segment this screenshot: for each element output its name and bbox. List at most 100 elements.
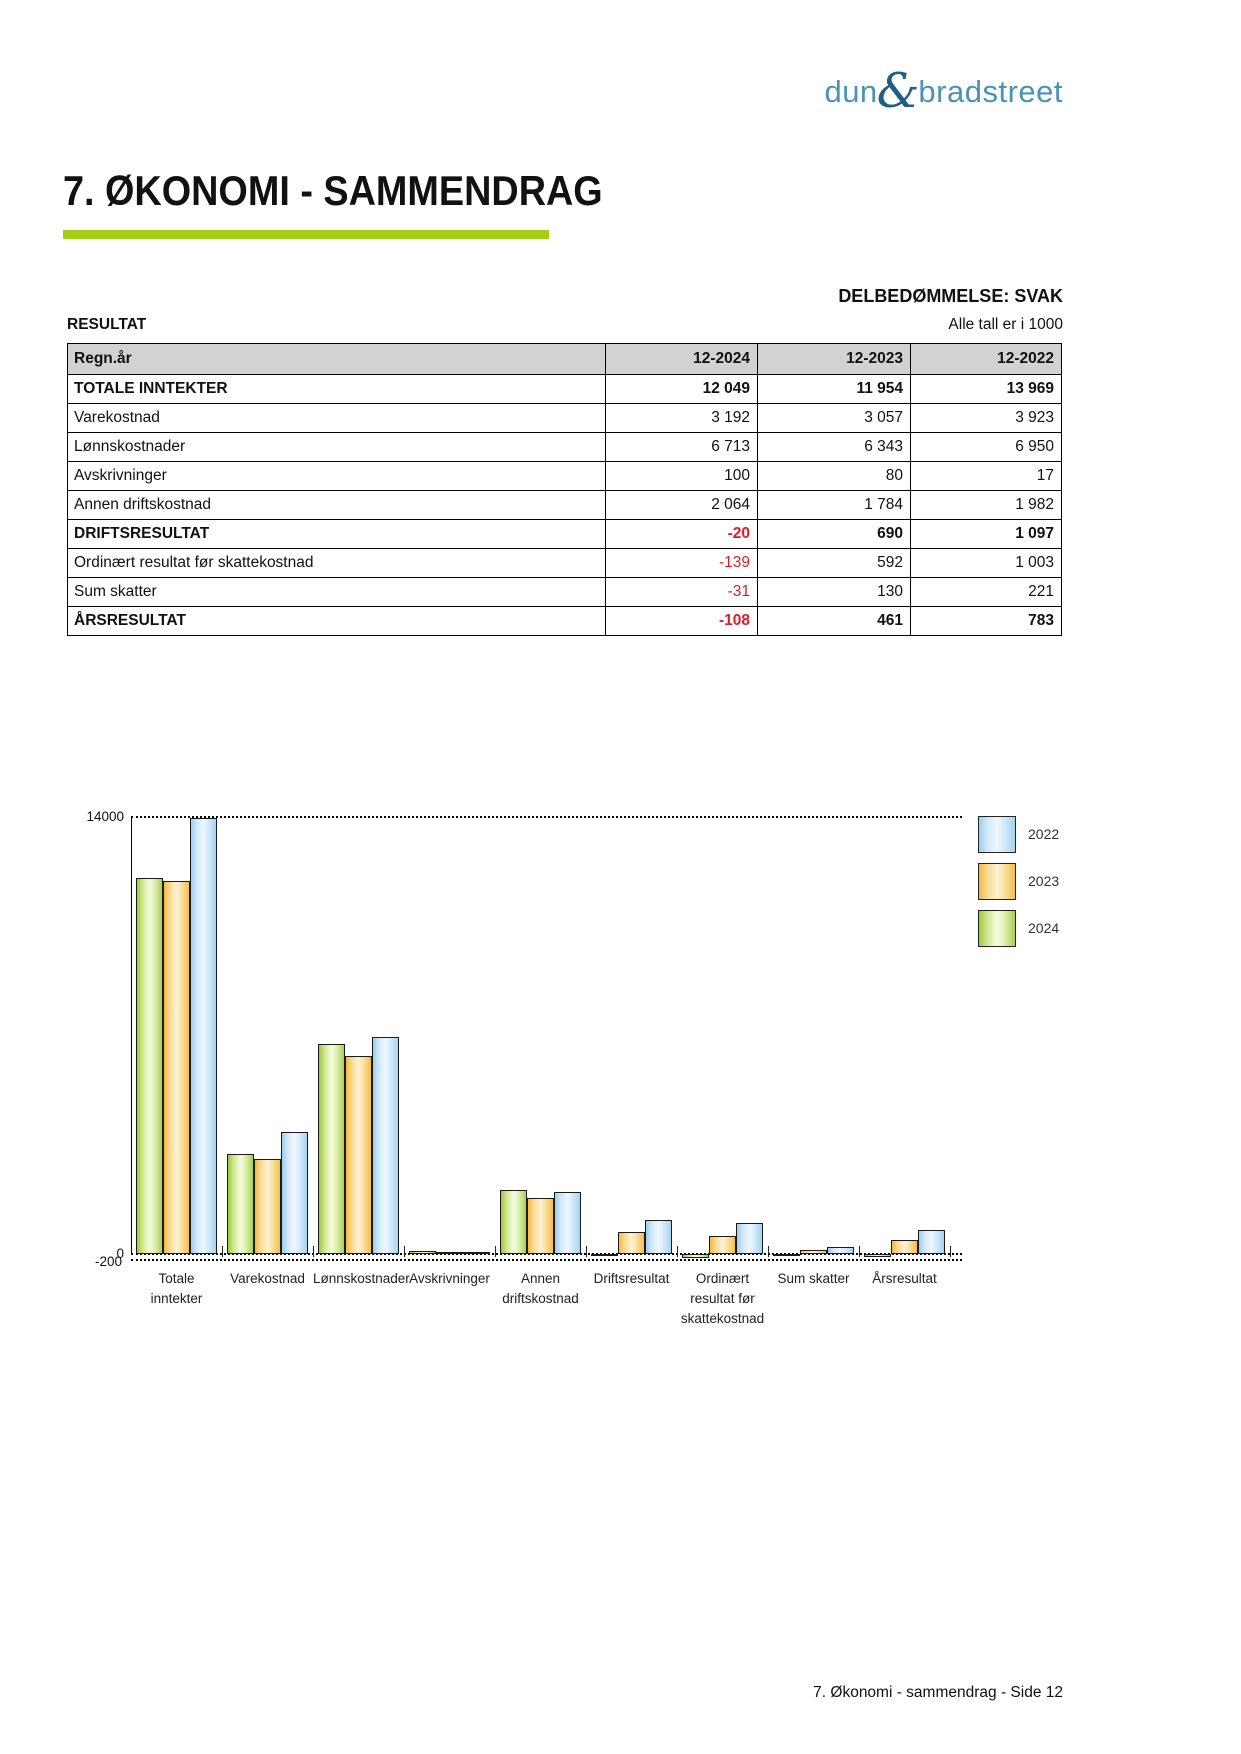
legend-label-2022: 2022 [1028,826,1060,842]
row-label: DRIFTSRESULTAT [67,519,606,549]
y-tick-label--200: -200 [94,1254,122,1269]
row-label: TOTALE INNTEKTER [67,374,606,404]
cell-12-2023: 11 954 [757,374,911,404]
x-category-label-line: skattekostnad [680,1311,765,1326]
bar-2024-driftsresultat [591,1254,618,1256]
cell-12-2024: 6 713 [605,432,758,462]
cell-12-2024: -31 [605,577,758,607]
cell-12-2024: 100 [605,461,758,491]
assessment-label: DELBEDØMMELSE: SVAK [838,286,1063,306]
legend-label-2024: 2024 [1028,920,1060,936]
table-row-sum-skatter: Sum skatter -31 130 221 [67,577,1062,607]
row-label: Ordinært resultat før skattekostnad [67,548,606,578]
cell-12-2022: 783 [910,606,1062,636]
bar-2024-totale-inntekter [136,878,163,1254]
table-row-totale-inntekter: TOTALE INNTEKTER 12 049 11 954 13 969 [67,374,1062,404]
bar-2022-ordinært-resultat-før-skattekostnad [736,1223,763,1254]
bar-2024-avskrivninger [409,1251,436,1254]
legend-swatch-2022 [978,816,1016,853]
bar-2023-varekostnad [254,1159,281,1254]
bar-2024-varekostnad [227,1154,254,1254]
cell-12-2023: 461 [757,606,911,636]
row-label: ÅRSRESULTAT [67,606,606,636]
x-category-label-line: Sum skatter [777,1271,850,1286]
cell-12-2024: -139 [605,548,758,578]
gridline--200 [131,1259,962,1261]
bar-2022-årsresultat [918,1230,945,1254]
x-category-label-annen-driftskostnad: Annen driftskostnad [495,1269,586,1309]
bar-2022-varekostnad [281,1132,308,1254]
x-category-label-line: driftskostnad [502,1291,579,1306]
bar-2024-sum-skatter [773,1254,800,1256]
table-row-varekostnad: Varekostnad 3 192 3 057 3 923 [67,403,1062,433]
cell-12-2023: 80 [757,461,911,491]
bar-2024-annen-driftskostnad [500,1190,527,1254]
x-axis-tick [313,1246,314,1257]
x-category-label-varekostnad: Varekostnad [222,1269,313,1289]
x-axis-tick [950,1246,951,1257]
x-category-label-line: Varekostnad [230,1271,305,1286]
bar-2023-annen-driftskostnad [527,1198,554,1254]
y-axis-line [131,817,132,1254]
x-category-label-line: Avskrivninger [409,1271,490,1286]
cell-12-2024: 3 192 [605,403,758,433]
table-column-header-regn.år: Regn.år [67,343,606,375]
table-row-årsresultat: ÅRSRESULTAT -108 461 783 [67,606,1062,636]
page-footer: 7. Økonomi - sammendrag - Side 12 [813,1684,1063,1701]
legend-label-2023: 2023 [1028,873,1060,889]
x-axis-tick [859,1246,860,1257]
y-tick-label-14000: 14000 [86,809,124,824]
table-row-annen-driftskostnad: Annen driftskostnad 2 064 1 784 1 982 [67,490,1062,520]
results-table: Regn.år 12-2024 12-2023 12-2022 TOTALE INNT… [67,343,1062,636]
bar-2024-lønnskostnader [318,1044,345,1254]
cell-12-2022: 3 923 [910,403,1062,433]
x-category-label-line: Totale [158,1271,195,1286]
table-column-header-12-2023: 12-2023 [757,343,911,375]
table-row-ordinært-resultat-før-skattekostnad: Ordinært resultat før skattekostnad -139 5… [67,548,1062,578]
cell-12-2023: 6 343 [757,432,911,462]
row-label: Varekostnad [67,403,606,433]
x-category-label-line: Ordinært [695,1271,750,1286]
x-axis-tick [586,1246,587,1257]
table-header-row: Regn.år 12-2024 12-2023 12-2022 [67,343,1062,375]
cell-12-2023: 592 [757,548,911,578]
bar-2023-totale-inntekter [163,881,190,1254]
gridline-0 [131,1253,962,1255]
x-axis-tick [404,1246,405,1257]
logo-text-bradstreet: bradstreet [918,74,1063,109]
bar-2023-driftsresultat [618,1232,645,1254]
x-category-label-line: Driftsresultat [593,1271,670,1286]
table-column-header-12-2022: 12-2022 [910,343,1062,375]
units-note: Alle tall er i 1000 [948,316,1063,333]
cell-12-2022: 1 097 [910,519,1062,549]
legend-swatch-2024 [978,910,1016,947]
bar-2023-lønnskostnader [345,1056,372,1254]
cell-12-2023: 130 [757,577,911,607]
x-axis-tick [677,1246,678,1257]
y-tick-label-0: 0 [116,1246,124,1261]
x-category-label-line: inntekter [150,1291,203,1306]
cell-12-2023: 1 784 [757,490,911,520]
x-axis-tick [768,1246,769,1257]
x-category-label-line: Lønnskostnader [313,1271,410,1286]
cell-12-2022: 13 969 [910,374,1062,404]
row-label: Sum skatter [67,577,606,607]
x-category-label-ordinært-resultat-før-skattekostnad: Ordinært resultat før skattekostnad [677,1269,768,1329]
bar-2022-lønnskostnader [372,1037,399,1254]
bar-2023-sum-skatter [800,1250,827,1254]
table-column-header-12-2024: 12-2024 [605,343,758,375]
row-label: Annen driftskostnad [67,490,606,520]
cell-12-2022: 6 950 [910,432,1062,462]
row-label: Avskrivninger [67,461,606,491]
gridline-14000 [131,816,962,818]
cell-12-2022: 221 [910,577,1062,607]
x-category-label-avskrivninger: Avskrivninger [404,1269,495,1289]
cell-12-2023: 690 [757,519,911,549]
x-category-label-lønnskostnader: Lønnskostnader [313,1269,410,1289]
cell-12-2024: -20 [605,519,758,549]
x-category-label-sum-skatter: Sum skatter [768,1269,859,1289]
bar-2022-annen-driftskostnad [554,1192,581,1254]
cell-12-2022: 17 [910,461,1062,491]
cell-12-2024: -108 [605,606,758,636]
